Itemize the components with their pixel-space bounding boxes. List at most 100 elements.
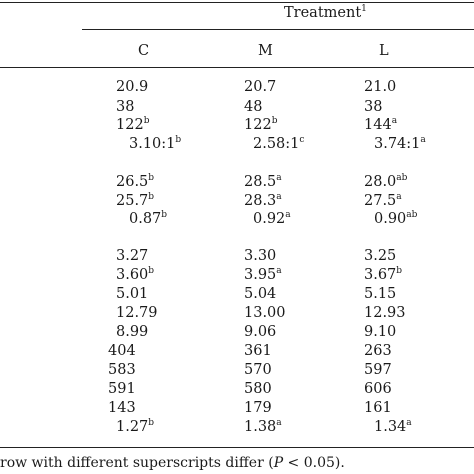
cell-value: 9.10 xyxy=(364,324,397,340)
cell-c-row-6: 25.7b xyxy=(116,192,154,210)
cell-c-row-14: 583 xyxy=(108,361,136,379)
cell-l-row-16: 161 xyxy=(364,399,392,417)
cell-value: 143 xyxy=(108,400,136,416)
cell-m-row-5: 28.5a xyxy=(244,173,282,191)
cell-value: 9.06 xyxy=(244,324,277,340)
cell-value: 0.92 xyxy=(253,211,286,227)
cell-l-row-12: 9.10 xyxy=(364,323,396,341)
cell-superscript: ab xyxy=(406,210,418,220)
cell-m-row-7: 0.92a xyxy=(253,210,291,228)
column-header-l: L xyxy=(379,43,389,59)
cell-value: 144 xyxy=(364,117,392,133)
cell-superscript: a xyxy=(276,266,282,276)
treatment-header: Treatment1 xyxy=(284,4,367,22)
cell-value: 5.01 xyxy=(116,286,149,302)
cell-value: 580 xyxy=(244,381,272,397)
cell-value: 38 xyxy=(116,99,135,115)
cell-value: 606 xyxy=(364,381,392,397)
cell-value: 3.30 xyxy=(244,248,277,264)
cell-superscript: b xyxy=(396,266,403,276)
cell-value: 3.60 xyxy=(116,267,149,283)
footnote-text-start: row with different superscripts differ ( xyxy=(0,455,274,471)
column-header-c: C xyxy=(138,43,150,59)
cell-superscript: b xyxy=(161,210,168,220)
cell-value: 25.7 xyxy=(116,193,149,209)
cell-value: 1.34 xyxy=(374,419,407,435)
cell-m-row-9: 3.95a xyxy=(244,266,282,284)
cell-value: 583 xyxy=(108,362,136,378)
cell-superscript: a xyxy=(396,192,402,202)
cell-superscript: a xyxy=(276,173,282,183)
cell-m-row-6: 28.3a xyxy=(244,192,282,210)
cell-m-row-4: 2.58:1c xyxy=(253,135,304,153)
cell-value: 2.58:1 xyxy=(253,136,300,152)
cell-c-row-1: 20.9 xyxy=(116,78,148,96)
cell-superscript: b xyxy=(148,418,155,428)
cell-superscript: b xyxy=(271,116,278,126)
cell-value: 3.27 xyxy=(116,248,149,264)
cell-l-row-4: 3.74:1a xyxy=(374,135,426,153)
cell-superscript: a xyxy=(406,418,412,428)
column-header-m: M xyxy=(258,43,273,59)
cell-value: 28.5 xyxy=(244,174,277,190)
cell-superscript: b xyxy=(148,173,155,183)
cell-value: 5.15 xyxy=(364,286,397,302)
cell-c-row-8: 3.27 xyxy=(116,247,148,265)
cell-value: 361 xyxy=(244,343,272,359)
cell-m-row-17: 1.38a xyxy=(244,418,282,436)
cell-value: 1.38 xyxy=(244,419,277,435)
cell-value: 122 xyxy=(244,117,272,133)
cell-c-row-15: 591 xyxy=(108,380,136,398)
cell-l-row-9: 3.67b xyxy=(364,266,402,284)
cell-value: 21.0 xyxy=(364,79,397,95)
cell-value: 161 xyxy=(364,400,392,416)
cell-value: 38 xyxy=(364,99,383,115)
cell-superscript: b xyxy=(175,135,182,145)
cell-value: 8.99 xyxy=(116,324,149,340)
cell-c-row-4: 3.10:1b xyxy=(129,135,181,153)
cell-m-row-1: 20.7 xyxy=(244,78,276,96)
cell-l-row-11: 12.93 xyxy=(364,304,406,322)
cell-value: 3.74:1 xyxy=(374,136,421,152)
cell-value: 20.9 xyxy=(116,79,149,95)
cell-c-row-10: 5.01 xyxy=(116,285,148,303)
cell-c-row-7: 0.87b xyxy=(129,210,167,228)
footnote-p-symbol: P xyxy=(273,455,284,471)
cell-c-row-16: 143 xyxy=(108,399,136,417)
cell-value: 12.93 xyxy=(364,305,406,321)
cell-value: 3.10:1 xyxy=(129,136,176,152)
cell-m-row-14: 570 xyxy=(244,361,272,379)
cell-value: 20.7 xyxy=(244,79,277,95)
cell-l-row-5: 28.0ab xyxy=(364,173,407,191)
cell-value: 12.79 xyxy=(116,305,158,321)
cell-m-row-10: 5.04 xyxy=(244,285,276,303)
cell-value: 27.5 xyxy=(364,193,397,209)
table-footnote: row with different superscripts differ (… xyxy=(0,455,345,471)
cell-l-row-3: 144a xyxy=(364,116,397,134)
cell-superscript: b xyxy=(148,266,155,276)
cell-m-row-11: 13.00 xyxy=(244,304,286,322)
cell-l-row-6: 27.5a xyxy=(364,192,402,210)
cell-superscript: a xyxy=(276,192,282,202)
cell-value: 570 xyxy=(244,362,272,378)
treatment-footnote-marker: 1 xyxy=(361,4,367,14)
cell-m-row-3: 122b xyxy=(244,116,277,134)
cell-l-row-2: 38 xyxy=(364,98,382,116)
cell-value: 3.25 xyxy=(364,248,397,264)
cell-l-row-14: 597 xyxy=(364,361,392,379)
cell-superscript: a xyxy=(285,210,291,220)
cell-value: 13.00 xyxy=(244,305,286,321)
cell-superscript: a xyxy=(420,135,426,145)
cell-l-row-7: 0.90ab xyxy=(374,210,417,228)
cell-value: 26.5 xyxy=(116,174,149,190)
cell-value: 179 xyxy=(244,400,272,416)
cell-value: 263 xyxy=(364,343,392,359)
cell-c-row-12: 8.99 xyxy=(116,323,148,341)
top-rule xyxy=(0,2,474,4)
cell-m-row-2: 48 xyxy=(244,98,262,116)
bottom-rule xyxy=(0,447,474,449)
cell-value: 3.95 xyxy=(244,267,277,283)
header-rule xyxy=(0,67,474,69)
cell-m-row-16: 179 xyxy=(244,399,272,417)
